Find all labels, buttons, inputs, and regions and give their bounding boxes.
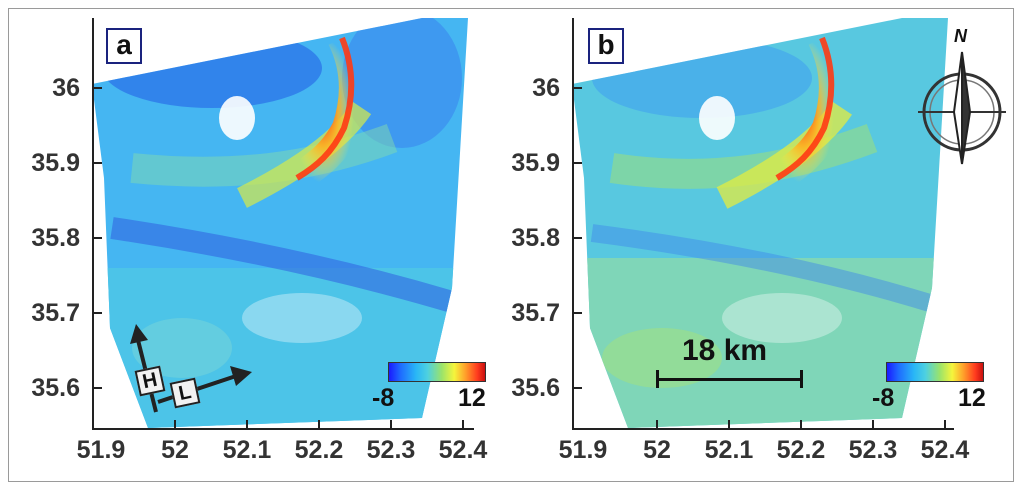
y-tick [94, 162, 102, 164]
panel-label-b: b [588, 28, 624, 64]
x-tick [246, 420, 248, 428]
x-tick-label: 52.4 [438, 436, 488, 464]
y-tick [574, 312, 582, 314]
x-tick-label: 52.3 [848, 436, 898, 464]
y-tick-label: 36 [52, 74, 80, 102]
x-tick [462, 420, 464, 428]
x-tick [728, 420, 730, 428]
north-arrow-icon [918, 51, 1006, 165]
scale-bar-end-left [656, 370, 659, 388]
y-tick-label: 36 [532, 74, 560, 102]
colorbar-min-label: -8 [872, 384, 895, 412]
x-tick-label: 51.9 [76, 436, 126, 464]
figure-frame [8, 8, 1014, 482]
y-tick-label: 35.6 [511, 374, 560, 402]
y-tick [94, 237, 102, 239]
x-tick-label: 52.4 [920, 436, 970, 464]
colorbar-min-label: -8 [372, 384, 395, 412]
x-tick [318, 420, 320, 428]
axes-b [572, 18, 954, 430]
x-tick-label: 52.2 [294, 436, 344, 464]
x-tick-label: 52 [161, 436, 189, 464]
scale-bar [658, 378, 802, 381]
y-tick [94, 312, 102, 314]
y-tick-label: 35.8 [511, 224, 560, 252]
north-label: N [954, 26, 967, 46]
panel-label-a: a [106, 28, 142, 64]
colorbar-a [388, 362, 486, 382]
x-tick-label: 52.2 [776, 436, 826, 464]
y-tick-label: 35.6 [31, 374, 80, 402]
x-tick [390, 420, 392, 428]
y-tick [574, 87, 582, 89]
y-tick [94, 87, 102, 89]
x-tick [944, 420, 946, 428]
y-tick [94, 387, 102, 389]
y-tick [574, 387, 582, 389]
scale-bar-label: 18 km [682, 334, 768, 367]
y-tick [574, 162, 582, 164]
x-tick-label: 52.1 [704, 436, 754, 464]
x-tick [872, 420, 874, 428]
y-tick [574, 237, 582, 239]
y-tick-label: 35.8 [31, 224, 80, 252]
heading-label: H [134, 365, 166, 397]
x-tick-label: 52 [643, 436, 671, 464]
scale-bar-end-right [800, 370, 803, 388]
x-tick-label: 52.1 [222, 436, 272, 464]
x-tick-label: 52.3 [366, 436, 416, 464]
x-tick [656, 420, 658, 428]
y-tick-label: 35.9 [511, 149, 560, 177]
x-tick [800, 420, 802, 428]
colorbar-b [886, 362, 984, 382]
y-tick-label: 35.7 [511, 299, 560, 327]
axes-a [92, 18, 474, 430]
x-tick [174, 420, 176, 428]
y-tick-label: 35.7 [31, 299, 80, 327]
x-tick-label: 51.9 [558, 436, 608, 464]
deformation-map-b [572, 18, 948, 428]
y-tick-label: 35.9 [31, 149, 80, 177]
colorbar-max-label: 12 [458, 384, 486, 412]
look-label: L [169, 377, 201, 409]
colorbar-max-label: 12 [958, 384, 986, 412]
